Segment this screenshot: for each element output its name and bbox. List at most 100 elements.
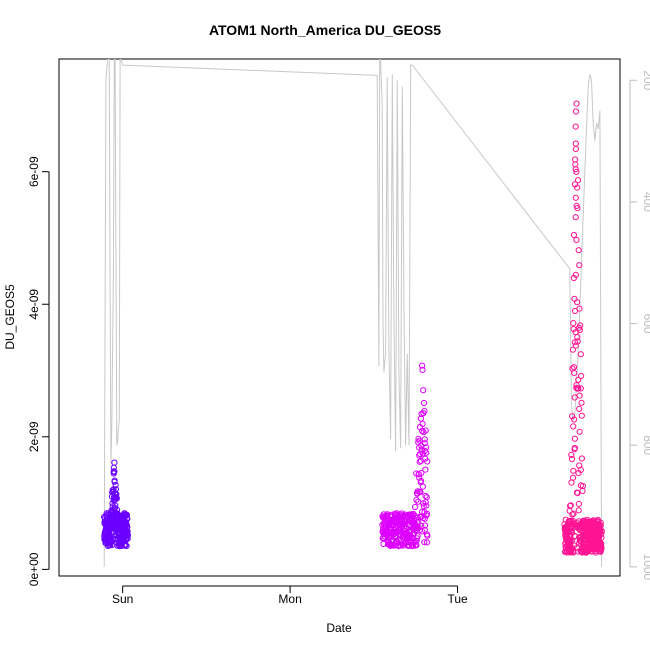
data-point <box>113 491 120 498</box>
data-point <box>421 539 428 546</box>
data-point <box>578 399 585 406</box>
data-point <box>570 320 577 327</box>
data-point <box>575 507 582 514</box>
data-point <box>417 415 424 422</box>
plot-frame <box>58 58 621 577</box>
data-point <box>420 399 428 407</box>
data-point <box>112 504 119 511</box>
data-point <box>576 392 583 399</box>
data-point <box>570 423 577 430</box>
data-point <box>412 503 419 511</box>
data-point <box>598 543 605 550</box>
data-point <box>424 532 431 539</box>
data-point <box>111 505 118 512</box>
data-point <box>572 166 579 173</box>
data-point <box>413 496 420 503</box>
data-point <box>571 435 579 442</box>
data-point <box>421 440 428 447</box>
data-point <box>418 469 425 476</box>
data-point <box>598 528 606 535</box>
data-point <box>111 477 118 484</box>
x-tick-label: Tue <box>447 592 468 606</box>
data-point <box>598 540 605 547</box>
data-point <box>574 334 581 341</box>
y2-tick-label: 800 <box>641 435 650 455</box>
y-tick-label: 2e-09 <box>27 421 41 452</box>
data-point <box>567 502 574 509</box>
data-point <box>569 511 576 518</box>
data-point <box>417 489 424 496</box>
data-point <box>598 534 605 541</box>
data-point <box>576 305 583 312</box>
data-point <box>568 455 576 463</box>
data-point <box>572 123 579 130</box>
y2-tick-label: 400 <box>641 192 650 212</box>
data-point <box>111 468 118 475</box>
data-point <box>423 449 430 456</box>
data-point <box>577 385 584 392</box>
data-point <box>113 495 120 502</box>
data-point <box>572 145 580 152</box>
data-point <box>571 369 578 376</box>
data-point <box>412 538 419 545</box>
data-point <box>123 542 130 550</box>
y-tick-label: 4e-09 <box>27 289 41 320</box>
y-axis-label: DU_GEOS5 <box>3 284 17 350</box>
data-point <box>124 515 131 522</box>
data-point <box>571 339 579 346</box>
data-point <box>123 521 130 528</box>
data-point <box>572 271 580 278</box>
data-point <box>577 466 584 473</box>
data-point <box>570 364 578 371</box>
data-point <box>578 455 586 462</box>
data-point <box>419 366 426 373</box>
data-point <box>419 362 426 369</box>
data-point <box>572 194 579 201</box>
data-point <box>414 533 421 540</box>
data-point <box>574 205 581 212</box>
data-points-layer <box>101 100 606 556</box>
data-point <box>576 428 583 435</box>
data-point <box>574 299 581 306</box>
data-point <box>598 530 605 538</box>
data-point <box>572 108 580 115</box>
data-point <box>124 524 131 531</box>
y2-axis: 200 400 600 800 1000 <box>629 70 650 581</box>
data-point <box>579 487 586 494</box>
data-point <box>413 542 420 549</box>
chart-title: ATOM1 North_America DU_GEOS5 <box>209 22 441 38</box>
data-point <box>419 483 426 490</box>
data-point <box>417 477 425 484</box>
data-point <box>423 539 430 546</box>
data-point <box>568 451 575 458</box>
data-point <box>124 532 132 539</box>
data-point <box>569 537 576 544</box>
data-point <box>416 458 423 465</box>
data-point <box>424 458 431 465</box>
data-point <box>574 184 581 191</box>
data-point <box>572 214 579 221</box>
y2-tick-label: 600 <box>641 314 650 334</box>
data-point <box>569 346 577 353</box>
pressure-line <box>103 59 603 567</box>
data-point <box>573 236 580 244</box>
data-point <box>573 168 580 175</box>
x-axis: Sun Mon Tue <box>112 585 468 606</box>
data-point <box>423 510 431 517</box>
y2-tick-label: 1000 <box>641 554 650 581</box>
data-point <box>576 405 583 412</box>
data-point <box>575 247 582 254</box>
data-point <box>577 322 584 329</box>
data-point <box>578 412 585 419</box>
data-point <box>421 515 428 522</box>
data-point <box>575 548 582 555</box>
data-point <box>422 492 429 499</box>
y2-tick-label: 200 <box>641 70 650 90</box>
data-point <box>570 467 577 474</box>
data-point <box>575 385 582 392</box>
data-point <box>409 543 416 550</box>
data-point <box>112 481 119 489</box>
data-point <box>421 407 428 414</box>
